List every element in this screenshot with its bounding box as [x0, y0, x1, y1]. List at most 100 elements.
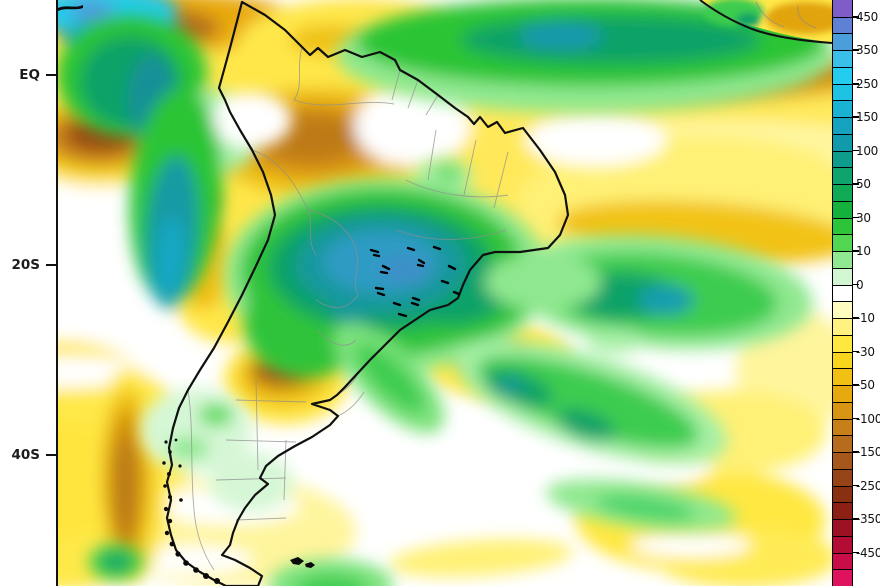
lat-tick-20s [46, 264, 56, 266]
colorbar-band-separator [833, 234, 852, 236]
lat-label-20s: 20S [11, 257, 40, 273]
colorbar-band-31 [833, 519, 852, 537]
colorbar-band-separator [833, 83, 852, 85]
colorbar-tick--150 [853, 451, 859, 453]
coastline [165, 0, 570, 586]
colorbar-band-separator [833, 117, 852, 119]
colorbar-band-0 [833, 0, 852, 18]
colorbar-band-3 [833, 50, 852, 68]
colorbar-band-26 [833, 435, 852, 453]
colorbar-band-21 [833, 351, 852, 369]
colorbar-band-24 [833, 401, 852, 420]
colorbar-band-separator [833, 435, 852, 437]
colorbar-tick--50 [853, 384, 859, 386]
lat-label-40s: 40S [11, 447, 40, 463]
colorbar-band-separator [833, 33, 852, 35]
colorbar-band-separator [833, 385, 852, 387]
colorbar-label--350: -350 [856, 512, 880, 527]
colorbar-band-25 [833, 418, 852, 436]
colorbar-band-separator [833, 301, 852, 303]
colorbar-tick-10 [853, 250, 859, 252]
colorbar-tick--100 [853, 417, 859, 420]
colorbar-band-28 [833, 468, 852, 487]
colorbar-band-1 [833, 16, 852, 34]
colorbar-band-separator [833, 535, 852, 537]
colorbar-band-16 [833, 267, 852, 286]
colorbar-tick--10 [853, 317, 859, 319]
colorbar-band-separator [833, 418, 852, 420]
colorbar-label--150: -150 [856, 445, 880, 460]
colorbar-band-separator [833, 50, 852, 52]
colorbar-band-34 [833, 569, 852, 586]
colorbar-band-separator [833, 468, 852, 470]
colorbar-band-12 [833, 200, 852, 219]
colorbar-band-8 [833, 133, 852, 152]
colorbar-label--30: -30 [856, 344, 875, 359]
colorbar-band-29 [833, 485, 852, 503]
colorbar-band-separator [833, 217, 852, 219]
colorbar-label--450: -450 [856, 545, 880, 560]
colorbar-band-19 [833, 318, 852, 336]
colorbar-label--100: -100 [856, 411, 880, 426]
map-left-frame-line [56, 0, 58, 586]
colorbar-band-separator [833, 66, 852, 68]
colorbar-band-6 [833, 100, 852, 118]
colorbar-band-separator [833, 401, 852, 403]
colorbar-band-separator [833, 150, 852, 152]
colorbar-band-32 [833, 535, 852, 553]
colorbar-band-20 [833, 334, 852, 353]
colorbar-band-separator [833, 200, 852, 202]
colorbar-band-2 [833, 33, 852, 51]
colorbar-tick-350 [853, 49, 859, 52]
colorbar-label-150: 150 [856, 110, 879, 125]
colorbar-band-11 [833, 184, 852, 202]
colorbar-band-13 [833, 217, 852, 235]
colorbar-label-10: 10 [856, 244, 871, 259]
colorbar-band-separator [833, 569, 852, 571]
colorbar-label-100: 100 [856, 143, 879, 158]
colorbar-band-separator [833, 485, 852, 487]
colorbar-band-separator [833, 167, 852, 169]
colorbar-label--250: -250 [856, 478, 880, 493]
colorbar-band-22 [833, 368, 852, 386]
colorbar-tick-30 [853, 216, 859, 219]
colorbar-tick--30 [853, 350, 859, 353]
colorbar-band-18 [833, 301, 852, 319]
colorbar-band-separator [833, 251, 852, 253]
terrain-marks [58, 5, 220, 584]
falkland-islands [290, 557, 315, 568]
colorbar-label-30: 30 [856, 210, 871, 225]
colorbar-band-5 [833, 83, 852, 101]
lat-label-eq: EQ [19, 67, 40, 83]
colorbar-tick-50 [853, 183, 859, 185]
colorbar-band-separator [833, 184, 852, 186]
lat-tick-40s [46, 454, 56, 456]
colorbar-band-separator [833, 133, 852, 135]
colorbar-label-350: 350 [856, 43, 879, 58]
colorbar-tick--250 [853, 484, 859, 487]
colorbar-band-33 [833, 552, 852, 570]
colorbar-band-27 [833, 452, 852, 470]
contour-max-marks [369, 245, 461, 318]
colorbar-band-separator [833, 552, 852, 554]
colorbar-band-9 [833, 150, 852, 168]
africa-land [699, 0, 832, 44]
colorbar-band-separator [833, 284, 852, 286]
africa-coastline [699, 0, 832, 44]
colorbar-band-4 [833, 66, 852, 85]
colorbar-label-450: 450 [856, 9, 879, 24]
colorbar-band-separator [833, 16, 852, 18]
colorbar-band-10 [833, 167, 852, 185]
colorbar-band-separator [833, 351, 852, 353]
colorbar-label--50: -50 [856, 378, 875, 393]
colorbar [832, 0, 853, 586]
lat-tick-eq [46, 74, 56, 76]
colorbar-band-separator [833, 368, 852, 370]
colorbar-tick-100 [853, 149, 859, 152]
colorbar-band-separator [833, 519, 852, 521]
colorbar-tick-450 [853, 15, 859, 18]
colorbar-band-separator [833, 452, 852, 454]
colorbar-label-0: 0 [856, 277, 864, 292]
colorbar-band-15 [833, 251, 852, 269]
